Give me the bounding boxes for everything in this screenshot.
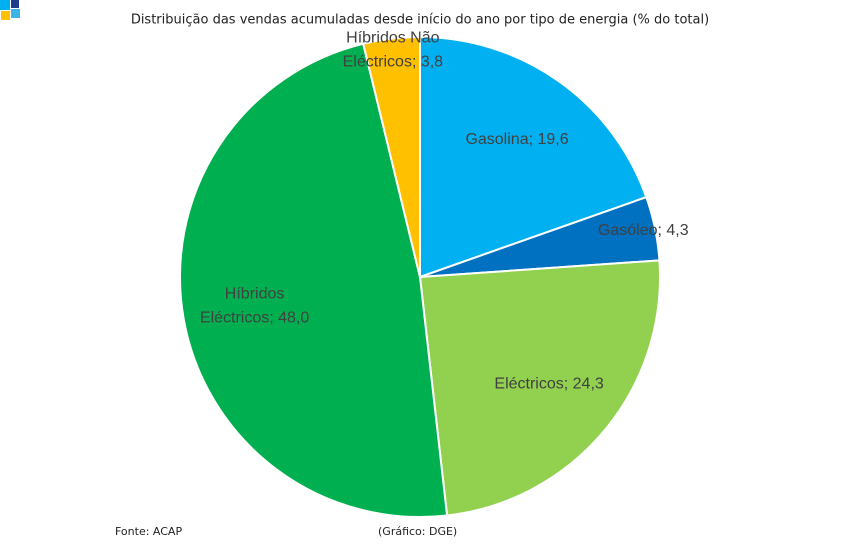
slice-label: Híbridos Não Eléctricos; 3,8 (343, 30, 444, 71)
slice-label: Híbridos Eléctricos; 48,0 (200, 286, 309, 327)
source: Fonte: ACAP (115, 525, 182, 538)
slice-label: Gasolina; 19,6 (465, 131, 568, 148)
chart-title: Distribuição das vendas acumuladas desde… (131, 13, 709, 28)
pie-slice (418, 259, 661, 517)
pie-slice (362, 35, 421, 278)
slice-label: Gasóleo; 4,3 (598, 222, 689, 239)
slice-label: Eléctricos; 24,3 (494, 376, 603, 393)
logo (0, 0, 20, 20)
pie-slice (179, 42, 449, 518)
credit: (Gráfico: DGE) (378, 525, 457, 538)
